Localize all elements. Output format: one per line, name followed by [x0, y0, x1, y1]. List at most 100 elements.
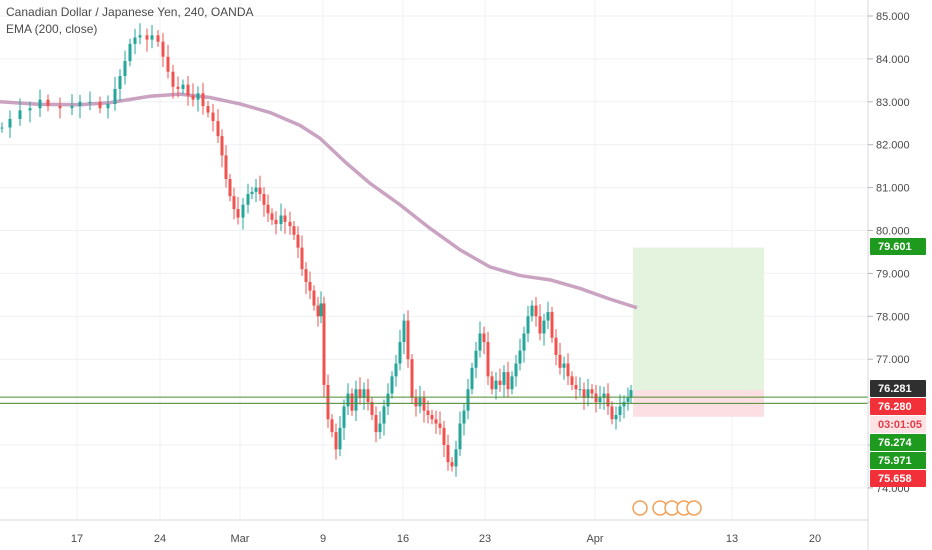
candle [262, 194, 266, 205]
y-tick-label: 77.000 [876, 354, 910, 366]
candle [510, 376, 514, 390]
candle [610, 406, 614, 420]
candle [566, 363, 570, 377]
candle [418, 397, 422, 407]
y-tick-label: 82.000 [876, 140, 910, 152]
candle [258, 187, 262, 195]
candle [220, 136, 224, 156]
candle [308, 281, 312, 291]
candle [191, 95, 195, 100]
candle [283, 215, 287, 222]
candle [0, 127, 4, 129]
y-tick-label: 84.000 [876, 54, 910, 66]
y-tick-label: 79.000 [876, 268, 910, 280]
candle [312, 290, 316, 306]
candle [106, 103, 110, 109]
candle [250, 191, 254, 195]
y-tick-label: 85.000 [876, 11, 910, 23]
candle [254, 187, 258, 192]
candle [224, 155, 228, 180]
y-tick-label: 80.000 [876, 226, 910, 238]
y-tick-label: 78.000 [876, 311, 910, 323]
candle [326, 384, 330, 420]
candle [133, 37, 137, 44]
candle [422, 397, 426, 411]
event-flag-icon[interactable] [686, 500, 702, 516]
x-tick-label: Mar [231, 533, 250, 545]
symbol-title: Canadian Dollar / Japanese Yen, 240, OAN… [6, 5, 254, 19]
candle [211, 112, 215, 122]
candle [486, 342, 490, 377]
candle [390, 376, 394, 394]
candle [138, 35, 142, 38]
price-label-box [870, 452, 926, 469]
candle [296, 234, 300, 248]
event-flag-icon[interactable] [632, 500, 648, 516]
candle [582, 389, 586, 398]
candle [166, 56, 170, 72]
candle [574, 384, 578, 390]
candle [330, 419, 334, 433]
candle [370, 402, 374, 415]
candle [542, 320, 546, 334]
candle [498, 380, 502, 385]
candle [334, 432, 338, 450]
candle [462, 410, 466, 424]
candle [614, 414, 618, 420]
candle [322, 303, 326, 385]
candle [150, 35, 154, 40]
candle [550, 312, 554, 338]
candle [438, 423, 442, 428]
x-tick-label: Apr [586, 533, 603, 545]
candle [474, 350, 478, 368]
candle [70, 106, 74, 109]
price-label: 76.281 [878, 383, 912, 395]
candle [118, 76, 122, 89]
target-zone[interactable] [633, 247, 764, 391]
price-label-box [870, 238, 926, 255]
candle [186, 84, 190, 96]
candle [279, 215, 283, 225]
candle [410, 359, 414, 398]
candle [494, 380, 498, 390]
price-label: 76.274 [878, 437, 913, 449]
candle [346, 393, 350, 407]
candle [374, 414, 378, 433]
candle [606, 393, 610, 407]
price-label-box [870, 416, 926, 433]
candle [38, 99, 42, 109]
candle [578, 389, 582, 391]
candle [78, 101, 82, 107]
candle [522, 333, 526, 351]
candle [88, 101, 92, 103]
price-label: 75.658 [878, 473, 912, 485]
candle [8, 118, 12, 128]
price-label: 76.280 [878, 401, 912, 413]
candle [300, 247, 304, 270]
price-label-box [870, 398, 926, 415]
candle [123, 61, 127, 77]
candle [558, 354, 562, 368]
candle [161, 41, 165, 57]
candle [602, 393, 606, 398]
candle [304, 269, 308, 282]
candle [319, 303, 323, 317]
candle [232, 196, 236, 210]
candle [98, 101, 102, 109]
candle [46, 99, 50, 107]
candle [482, 333, 486, 343]
candle [446, 445, 450, 463]
candle [626, 397, 630, 403]
candle [270, 213, 274, 220]
candle [478, 333, 482, 351]
candle [546, 312, 550, 321]
candle [458, 423, 462, 450]
candle [590, 389, 594, 394]
candle [434, 419, 438, 424]
candle [562, 363, 566, 368]
candle [338, 427, 342, 450]
candle [206, 106, 210, 113]
candle [382, 406, 386, 424]
candle [598, 397, 602, 403]
